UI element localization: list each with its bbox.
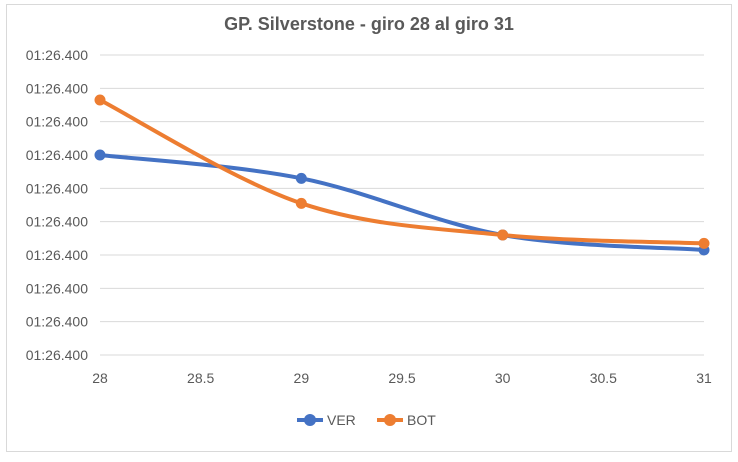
y-tick-label: 01:26.400 bbox=[26, 347, 88, 363]
series-line bbox=[98, 153, 706, 252]
y-tick-label: 01:26.400 bbox=[26, 180, 88, 196]
y-tick-label: 01:26.400 bbox=[26, 314, 88, 330]
x-tick-label: 28.5 bbox=[187, 370, 214, 386]
x-tick-label: 30 bbox=[495, 370, 511, 386]
series-bot bbox=[94, 94, 710, 249]
x-tick-label: 30.5 bbox=[590, 370, 617, 386]
data-point bbox=[698, 237, 710, 249]
legend-item-bot: BOT bbox=[377, 412, 436, 428]
legend-marker bbox=[304, 414, 316, 426]
x-tick-label: 28 bbox=[92, 370, 108, 386]
series-lines bbox=[94, 94, 710, 256]
y-tick-label: 01:26.400 bbox=[26, 247, 88, 263]
chart-frame bbox=[6, 4, 732, 452]
legend-item-ver: VER bbox=[297, 412, 356, 428]
series-line bbox=[98, 98, 706, 246]
y-axis-ticks: 01:26.400 01:26.400 01:26.400 01:26.400 01:2… bbox=[26, 47, 88, 363]
legend: VER BOT bbox=[297, 412, 436, 428]
data-point bbox=[497, 229, 509, 241]
y-tick-label: 01:26.400 bbox=[26, 114, 88, 130]
x-tick-label: 29 bbox=[294, 370, 310, 386]
x-tick-label: 31 bbox=[696, 370, 712, 386]
data-point bbox=[295, 197, 307, 209]
legend-label: VER bbox=[327, 412, 356, 428]
data-point bbox=[94, 94, 106, 106]
data-point bbox=[295, 172, 307, 184]
y-tick-label: 01:26.400 bbox=[26, 280, 88, 296]
legend-label: BOT bbox=[407, 412, 436, 428]
x-tick-label: 29.5 bbox=[388, 370, 415, 386]
y-tick-label: 01:26.400 bbox=[26, 47, 88, 63]
y-tick-label: 01:26.400 bbox=[26, 147, 88, 163]
chart-title: GP. Silverstone - giro 28 al giro 31 bbox=[224, 14, 514, 34]
data-point bbox=[94, 149, 106, 161]
x-axis-ticks: 28 28.5 29 29.5 30 30.5 31 bbox=[92, 370, 712, 386]
grid-lines bbox=[100, 54, 704, 356]
legend-marker bbox=[384, 414, 396, 426]
y-tick-label: 01:26.400 bbox=[26, 214, 88, 230]
y-tick-label: 01:26.400 bbox=[26, 80, 88, 96]
